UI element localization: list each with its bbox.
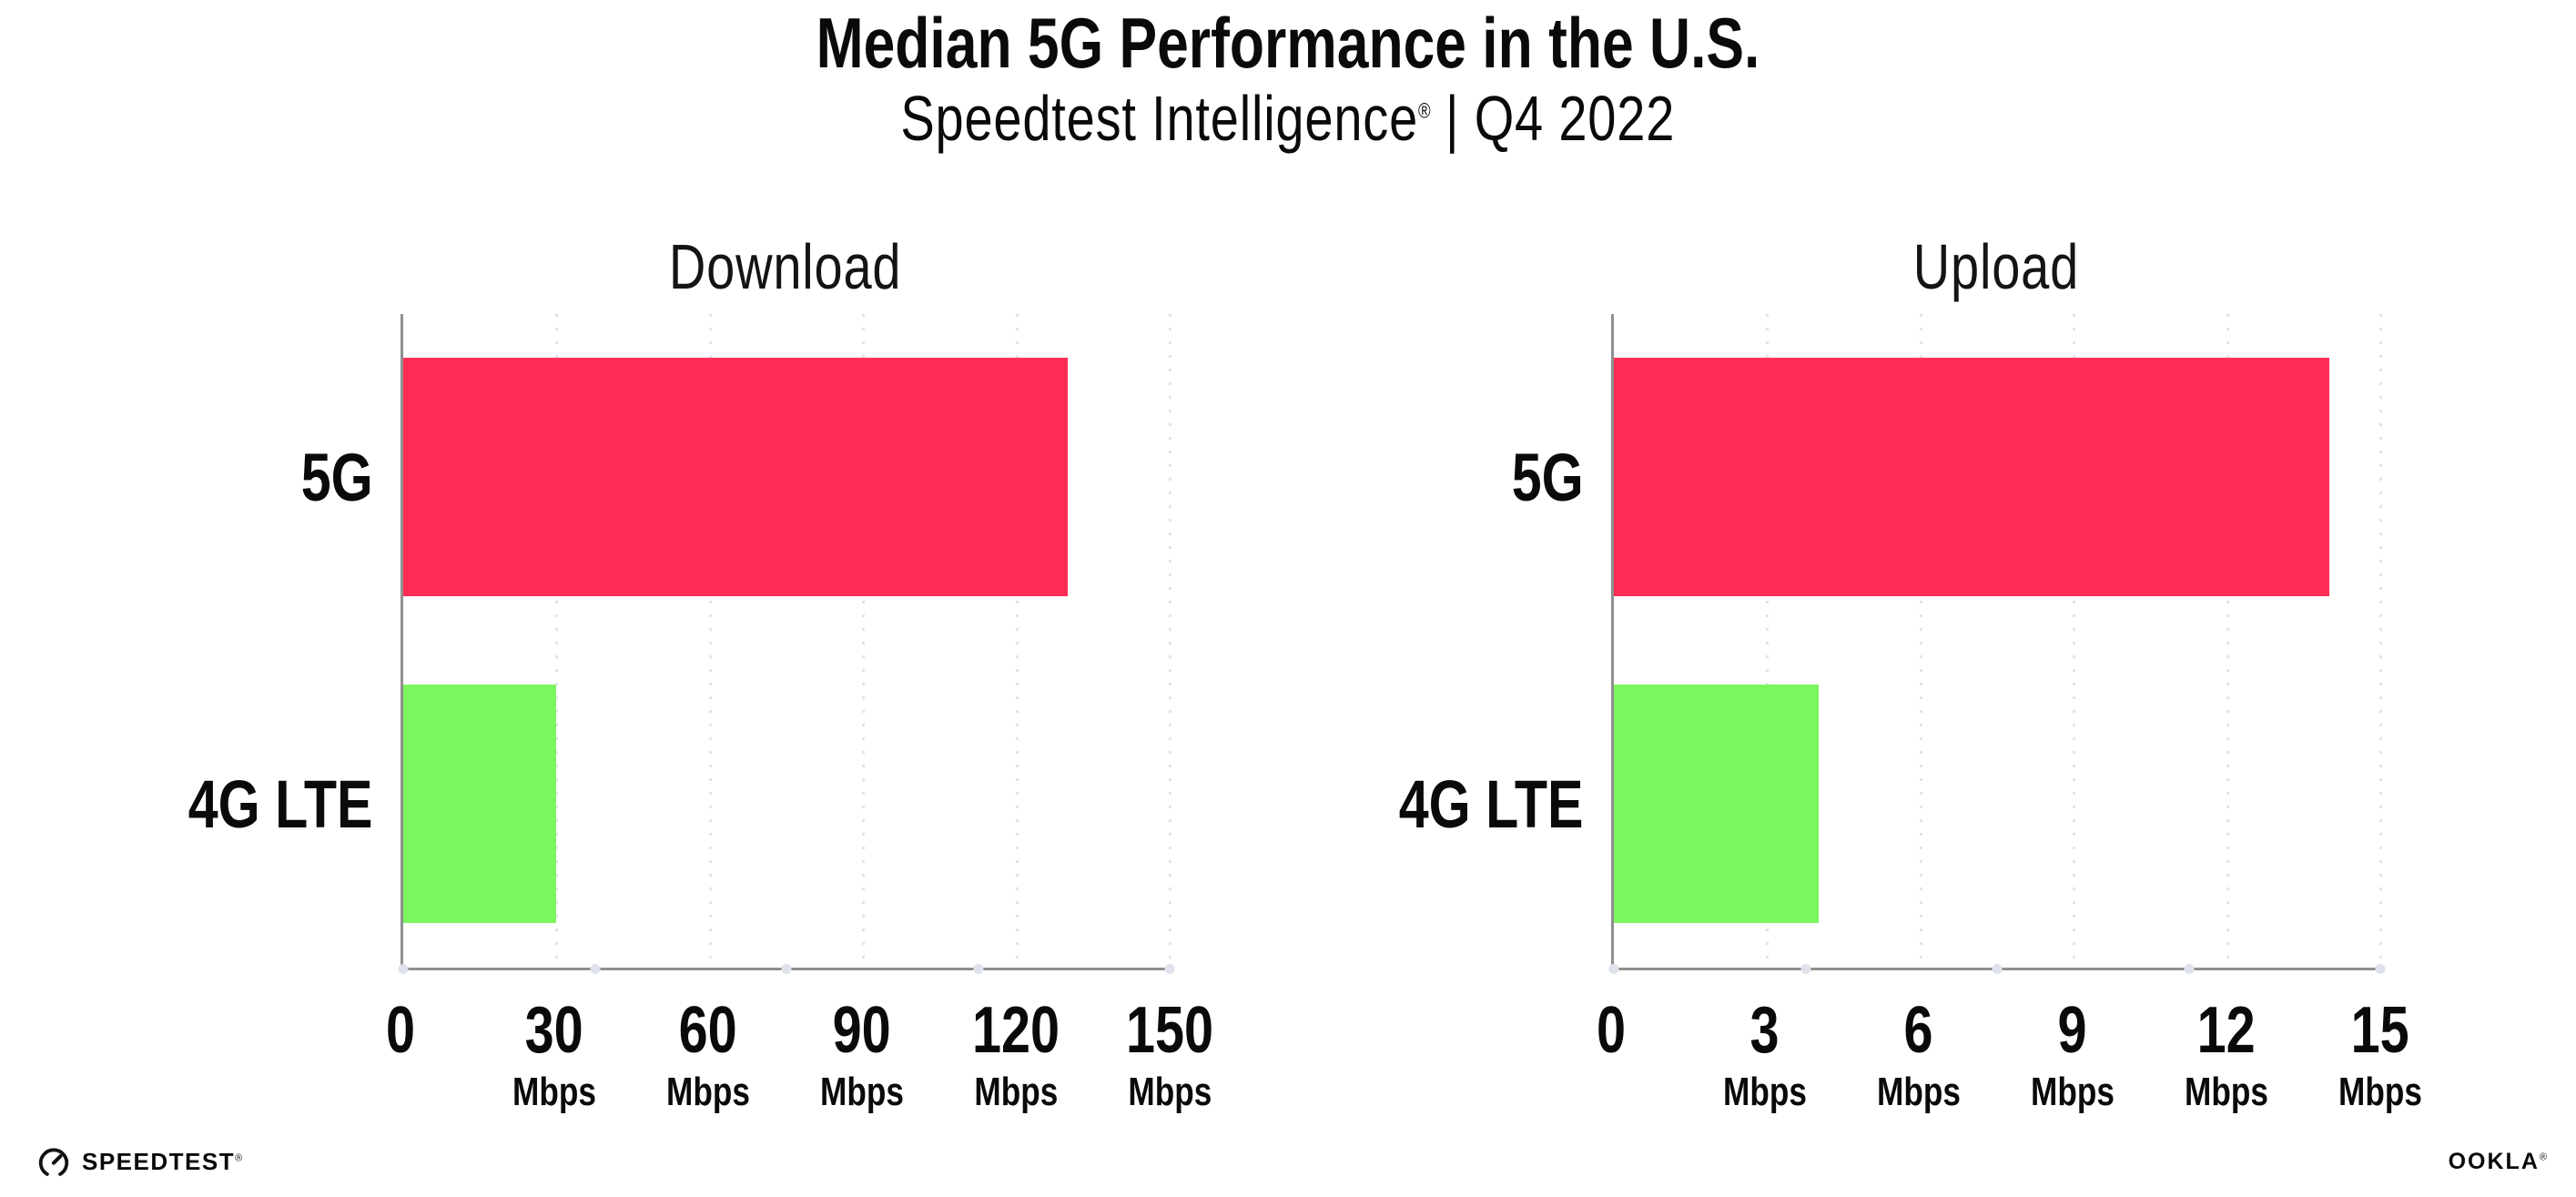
y-axis-category-labels: 5G 4G LTE bbox=[109, 314, 401, 968]
x-tick-0: 0 bbox=[382, 998, 419, 1063]
x-tick-12: 12 Mbps bbox=[2175, 998, 2279, 1112]
x-tick-unit: Mbps bbox=[974, 1069, 1058, 1114]
x-tick-3: 3 Mbps bbox=[1713, 998, 1818, 1112]
x-tick-unit: Mbps bbox=[512, 1069, 596, 1114]
axis-tick-dot bbox=[781, 963, 792, 974]
gridline-60 bbox=[708, 313, 712, 968]
axis-tick-dot bbox=[1164, 963, 1175, 974]
x-tick-15: 15 Mbps bbox=[2328, 998, 2433, 1112]
x-tick-unit: Mbps bbox=[2185, 1069, 2268, 1114]
gridline-3 bbox=[1766, 313, 1770, 968]
x-tick-6: 6 Mbps bbox=[1867, 998, 1972, 1112]
gridline-90 bbox=[862, 313, 866, 968]
charts-row: Download 5G 4G LTE 0 30 Mbps 60 Mbps 90 Mbps 12… bbox=[0, 230, 2576, 1130]
upload-chart-title: Upload bbox=[1912, 230, 2079, 302]
x-tick-30: 30 Mbps bbox=[502, 998, 607, 1112]
download-chart: Download 5G 4G LTE 0 30 Mbps 60 Mbps 90 Mbps 12… bbox=[109, 230, 1213, 1130]
upload-plot-area bbox=[1608, 313, 2386, 974]
y-axis-category-labels: 5G 4G LTE bbox=[1320, 314, 1611, 968]
bar-4g-lte bbox=[1614, 685, 1819, 924]
gridline-9 bbox=[2073, 313, 2076, 968]
x-tick-value: 6 bbox=[1903, 993, 1934, 1067]
header: Median 5G Performance in the U.S. Speedt… bbox=[0, 0, 2576, 150]
download-chart-body: 5G 4G LTE bbox=[109, 313, 1175, 974]
x-tick-value: 120 bbox=[971, 993, 1060, 1067]
x-tick-150: 150 Mbps bbox=[1115, 998, 1224, 1112]
upload-x-axis: 0 3 Mbps 6 Mbps 9 Mbps 12 Mbps 15 Mbps bbox=[1597, 970, 2422, 1130]
speedtest-wordmark: SPEEDTEST® bbox=[82, 1147, 244, 1175]
x-tick-unit: Mbps bbox=[820, 1069, 904, 1114]
x-tick-unit: Mbps bbox=[1128, 1069, 1212, 1114]
ookla-logo: OOKLA® bbox=[2449, 1149, 2549, 1175]
x-tick-value: 30 bbox=[524, 993, 584, 1067]
registered-mark: ® bbox=[235, 1151, 244, 1163]
subtitle-period: | Q4 2022 bbox=[1430, 82, 1676, 154]
category-label-4g-lte: 4G LTE bbox=[188, 766, 373, 842]
download-chart-title: Download bbox=[668, 230, 902, 302]
page-title: Median 5G Performance in the U.S. bbox=[0, 5, 2576, 81]
category-label-5g: 5G bbox=[1512, 439, 1584, 515]
axis-tick-dot bbox=[1608, 963, 1619, 974]
speedtest-gauge-icon bbox=[38, 1148, 69, 1176]
axis-tick-dot bbox=[590, 963, 600, 974]
x-tick-value: 12 bbox=[2196, 993, 2257, 1067]
axis-tick-dot bbox=[1800, 963, 1810, 974]
x-tick-value: 3 bbox=[1749, 993, 1780, 1067]
axis-tick-dot bbox=[973, 963, 983, 974]
x-tick-unit: Mbps bbox=[1723, 1069, 1807, 1114]
page-subtitle-text: Speedtest Intelligence® | Q4 2022 bbox=[901, 86, 1676, 150]
x-tick-value: 0 bbox=[385, 993, 416, 1067]
x-tick-0: 0 bbox=[1593, 998, 1629, 1063]
x-tick-value: 60 bbox=[678, 993, 738, 1067]
x-tick-value: 15 bbox=[2350, 993, 2410, 1067]
bar-band-4g-lte bbox=[1614, 641, 2380, 968]
ookla-wordmark: OOKLA bbox=[2448, 1149, 2540, 1174]
gridline-6 bbox=[1919, 313, 1922, 968]
subtitle-brand: Speedtest Intelligence bbox=[900, 82, 1419, 154]
speedtest-logo: SPEEDTEST® bbox=[36, 1144, 244, 1179]
x-tick-value: 0 bbox=[1596, 993, 1627, 1067]
bar-band-4g-lte bbox=[403, 641, 1170, 968]
axis-tick-dot bbox=[1992, 963, 2003, 974]
x-tick-value: 9 bbox=[2057, 993, 2088, 1067]
x-tick-unit: Mbps bbox=[666, 1069, 750, 1114]
upload-chart: Upload 5G 4G LTE 0 3 Mbps 6 Mbps 9 Mbps 12 Mbps 1… bbox=[1320, 230, 2422, 1130]
x-tick-unit: Mbps bbox=[2338, 1069, 2422, 1114]
x-tick-unit: Mbps bbox=[2031, 1069, 2115, 1114]
axis-tick-dot bbox=[2184, 963, 2194, 974]
upload-chart-body: 5G 4G LTE bbox=[1320, 313, 2386, 974]
bar-5g bbox=[403, 358, 1068, 597]
bar-band-5g bbox=[403, 314, 1170, 641]
download-plot-area bbox=[398, 313, 1175, 974]
x-tick-unit: Mbps bbox=[1877, 1069, 1961, 1114]
gridline-30 bbox=[555, 313, 559, 968]
gridline-150 bbox=[1169, 313, 1171, 968]
gridline-12 bbox=[2226, 313, 2229, 968]
page-title-text: Median 5G Performance in the U.S. bbox=[816, 3, 1760, 83]
x-tick-90: 90 Mbps bbox=[810, 998, 915, 1112]
bar-5g bbox=[1614, 358, 2329, 597]
registered-mark: ® bbox=[1418, 98, 1431, 123]
category-label-5g: 5G bbox=[301, 439, 373, 515]
download-x-axis: 0 30 Mbps 60 Mbps 90 Mbps 120 Mbps 150 Mbps bbox=[386, 970, 1213, 1130]
footer: SPEEDTEST® OOKLA® bbox=[0, 1131, 2576, 1179]
gridline-15 bbox=[2379, 313, 2382, 968]
axis-tick-dot bbox=[398, 963, 409, 974]
x-tick-value: 150 bbox=[1125, 993, 1214, 1067]
bar-band-5g bbox=[1614, 314, 2380, 641]
bar-4g-lte bbox=[403, 685, 557, 924]
x-tick-9: 9 Mbps bbox=[2021, 998, 2125, 1112]
x-tick-value: 90 bbox=[832, 993, 892, 1067]
category-label-4g-lte: 4G LTE bbox=[1399, 766, 1584, 842]
x-tick-120: 120 Mbps bbox=[961, 998, 1070, 1112]
axis-tick-dot bbox=[2375, 963, 2386, 974]
registered-mark: ® bbox=[2539, 1151, 2549, 1163]
x-tick-60: 60 Mbps bbox=[656, 998, 761, 1112]
gridline-120 bbox=[1015, 313, 1019, 968]
page-subtitle: Speedtest Intelligence® | Q4 2022 bbox=[0, 86, 2576, 150]
